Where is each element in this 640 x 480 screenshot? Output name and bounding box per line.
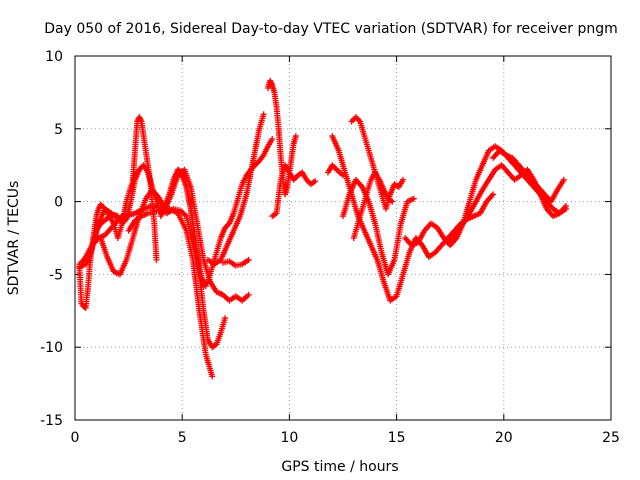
- series-arc-16: [348, 114, 407, 212]
- data-point-marker: [312, 178, 319, 185]
- series-arc-10: [219, 256, 252, 269]
- series-arc-08: [157, 135, 276, 290]
- y-tick-label: -5: [49, 267, 63, 283]
- data-point-marker: [269, 135, 276, 142]
- series-arc-17: [350, 169, 396, 241]
- series-arc-05: [97, 166, 252, 304]
- data-point-marker: [410, 195, 417, 202]
- series-arc-12: [269, 162, 319, 220]
- chart-title: Day 050 of 2016, Sidereal Day-to-day VTE…: [44, 21, 618, 37]
- data-point-marker: [389, 198, 396, 205]
- x-tick-labels: 0 5 10 15 20 25: [71, 430, 620, 446]
- y-tick-label: -10: [40, 340, 63, 356]
- data-points: [76, 77, 569, 380]
- y-tick-labels: -15 -10 -5 0 5 10: [40, 49, 63, 429]
- data-point-marker: [222, 315, 229, 322]
- y-tick-label: 10: [45, 49, 63, 65]
- data-point-marker: [400, 176, 407, 183]
- x-tick-label: 5: [178, 430, 187, 446]
- series-arc-20: [490, 147, 567, 205]
- y-tick-label: 5: [54, 122, 63, 138]
- x-tick-label: 15: [388, 430, 406, 446]
- x-axis-label: GPS time / hours: [281, 459, 398, 475]
- data-point-marker: [560, 176, 567, 183]
- data-point-marker: [209, 373, 216, 380]
- x-tick-label: 20: [495, 430, 513, 446]
- x-tick-label: 25: [602, 430, 620, 446]
- y-axis-label: SDTVAR / TECUs: [6, 181, 22, 296]
- data-point-marker: [562, 202, 569, 209]
- series-arc-09: [204, 111, 267, 268]
- data-point-marker: [245, 291, 252, 298]
- x-tick-label: 10: [280, 430, 298, 446]
- series-arc-14: [329, 133, 497, 304]
- data-point-marker: [292, 133, 299, 140]
- series-arc-15: [340, 176, 417, 278]
- x-tick-label: 0: [71, 430, 80, 446]
- series-arc-06: [129, 114, 160, 263]
- grid-lines: [75, 56, 611, 420]
- series-arc-13: [324, 162, 346, 179]
- data-point-marker: [490, 191, 497, 198]
- data-point-marker: [260, 111, 267, 118]
- y-tick-label: 0: [54, 195, 63, 211]
- plot-frame: [74, 55, 612, 421]
- data-point-marker: [153, 256, 160, 263]
- y-tick-label: -15: [40, 413, 63, 429]
- data-point-marker: [245, 256, 252, 263]
